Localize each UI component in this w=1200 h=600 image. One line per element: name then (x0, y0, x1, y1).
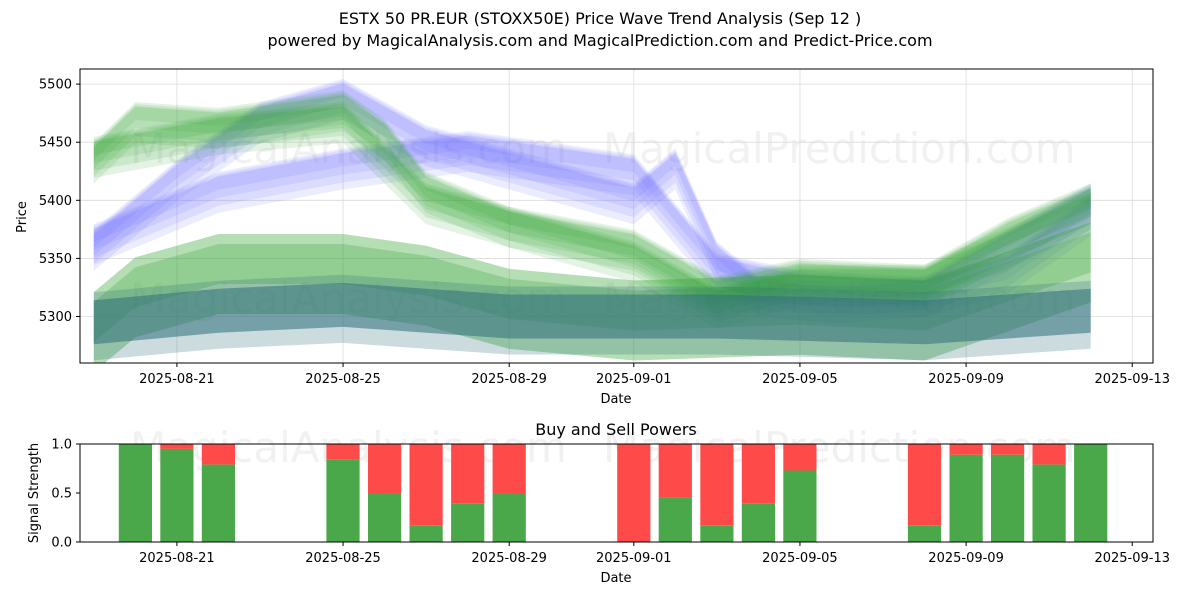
buy-bar (409, 525, 443, 542)
bottom-x-ticks: 2025-08-21 2025-08-25 2025-08-29 2025-09-01… (139, 542, 1170, 566)
buy-bar (201, 464, 235, 542)
y-tick-label: 1.0 (51, 438, 72, 453)
price-band (93, 83, 1091, 324)
x-tick-label: 2025-09-05 (762, 551, 838, 566)
sell-bar (160, 444, 194, 449)
price-band (93, 106, 1091, 322)
top-y-ticks: 5300 5350 5400 5450 5500 (39, 78, 80, 325)
buy-bar (1074, 444, 1108, 542)
price-band (93, 135, 1091, 311)
buy-bar (1032, 464, 1066, 542)
price-band (93, 282, 1091, 345)
buy-bar (658, 497, 692, 542)
price-band (93, 131, 1091, 295)
sell-bar (991, 444, 1025, 455)
buy-bar (118, 444, 152, 542)
sell-bar (1032, 444, 1066, 465)
y-tick-label: 0.5 (51, 487, 72, 502)
buy-bar (451, 503, 485, 542)
buy-bar (741, 503, 775, 542)
sell-bar (409, 444, 443, 526)
watermark-text: MagicalAnalysis.com (130, 124, 567, 173)
top-plot-frame (79, 68, 1154, 364)
x-tick-label: 2025-08-25 (305, 551, 381, 566)
price-band (93, 104, 1091, 314)
price-band (93, 80, 1091, 309)
sell-bar (658, 444, 692, 498)
x-tick-label: 2025-09-13 (1094, 372, 1170, 387)
price-band (93, 90, 1091, 295)
x-tick-label: 2025-09-09 (928, 372, 1004, 387)
x-tick-label: 2025-09-05 (762, 372, 838, 387)
watermark-text: MagicalPrediction.com (603, 124, 1076, 173)
buy-bar (783, 470, 817, 542)
x-tick-label: 2025-08-21 (139, 372, 215, 387)
top-y-axis-label: Price (15, 201, 30, 233)
bottom-x-axis-label: Date (600, 571, 631, 586)
buy-bar (368, 493, 402, 542)
signal-bars (118, 444, 1108, 542)
buy-bar (949, 454, 983, 542)
buy-bar (991, 454, 1025, 542)
buy-bar (492, 493, 526, 542)
buy-bar (907, 525, 942, 542)
signal-chart-title: Buy and Sell Powers (535, 420, 697, 439)
sell-bar (907, 444, 942, 526)
price-band (93, 92, 1091, 303)
top-x-ticks: 2025-08-21 2025-08-25 2025-08-29 2025-09-01… (139, 363, 1170, 387)
sell-bar (451, 444, 485, 504)
chart-title: ESTX 50 PR.EUR (STOXX50E) Price Wave Tre… (338, 9, 862, 28)
price-band (93, 82, 1091, 317)
sell-bar (368, 444, 402, 493)
y-tick-label: 5350 (39, 252, 72, 267)
price-band (93, 274, 1091, 361)
bottom-y-ticks: 0.0 0.5 1.0 (51, 438, 80, 551)
y-tick-label: 0.0 (51, 536, 72, 551)
price-band (93, 78, 1091, 301)
price-band (93, 133, 1091, 303)
x-tick-label: 2025-08-21 (139, 551, 215, 566)
x-tick-label: 2025-08-25 (305, 372, 381, 387)
chart-subtitle: powered by MagicalAnalysis.com and Magic… (267, 31, 933, 50)
sell-bar (492, 444, 526, 493)
x-tick-label: 2025-08-29 (471, 551, 547, 566)
sell-bar (326, 444, 360, 460)
top-x-axis-label: Date (600, 392, 631, 407)
x-tick-label: 2025-08-29 (471, 372, 547, 387)
y-tick-label: 5400 (39, 194, 72, 209)
price-band (93, 94, 1091, 311)
price-band (93, 107, 1091, 329)
bottom-y-axis-label: Signal Strength (27, 443, 42, 543)
y-tick-label: 5500 (39, 78, 72, 93)
sell-bar (949, 444, 983, 455)
buy-bar (160, 448, 194, 542)
price-band (93, 136, 1091, 318)
sell-bar (617, 444, 651, 542)
buy-bar (326, 459, 360, 542)
sell-bar (741, 444, 775, 504)
y-tick-label: 5450 (39, 136, 72, 151)
y-tick-label: 5300 (39, 310, 72, 325)
top-price-bands (93, 78, 1091, 363)
x-tick-label: 2025-09-13 (1094, 551, 1170, 566)
sell-bar (783, 444, 817, 471)
x-tick-label: 2025-09-01 (596, 551, 672, 566)
price-band (93, 95, 1091, 318)
buy-bar (700, 525, 734, 542)
x-tick-label: 2025-09-09 (928, 551, 1004, 566)
sell-bar (201, 444, 235, 465)
sell-bar (700, 444, 734, 526)
price-band (93, 102, 1091, 306)
x-tick-label: 2025-09-01 (596, 372, 672, 387)
